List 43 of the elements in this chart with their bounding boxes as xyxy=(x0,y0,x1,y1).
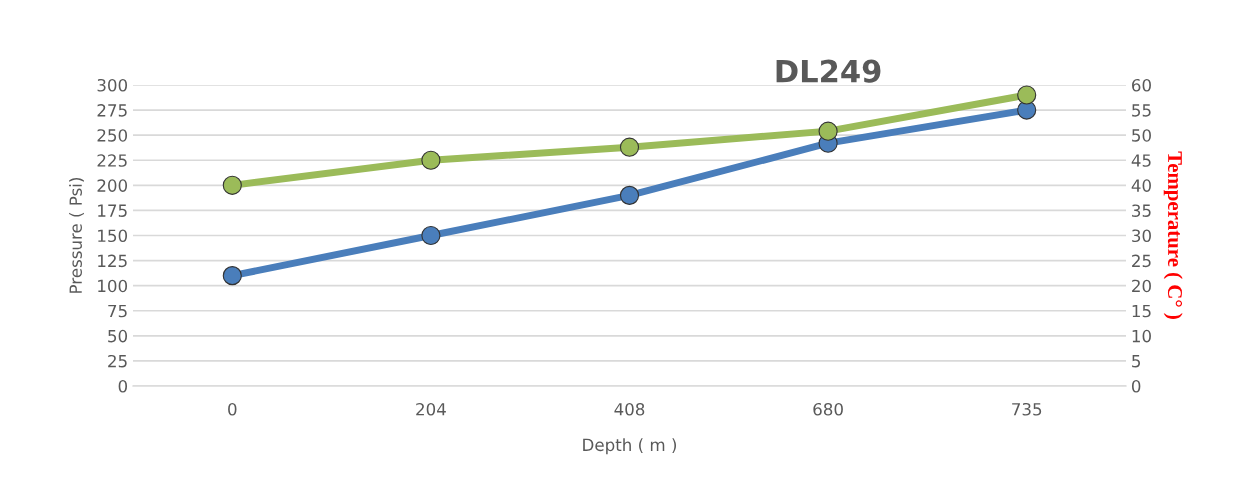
point xyxy=(222,266,242,286)
y2-axis-title: Temperature ( C° ) xyxy=(1163,151,1183,319)
point xyxy=(619,137,640,157)
y-tick-label: 150 xyxy=(98,229,128,243)
point xyxy=(222,175,242,195)
y2-tick-label: 50 xyxy=(1132,129,1151,142)
point xyxy=(818,121,838,141)
y2-tick-label: 40 xyxy=(1131,179,1151,192)
y-tick-label: 275 xyxy=(97,104,127,117)
y-axis-title: Pressure ( Psi) xyxy=(69,178,84,293)
x-tick-label: 680 xyxy=(813,402,843,416)
y-tick-label: 0 xyxy=(118,379,128,393)
y-tick-label: 225 xyxy=(97,154,127,167)
y2-tick-label: 5 xyxy=(1132,355,1141,368)
x-tick-label: 408 xyxy=(614,402,645,416)
x-tick-label: 0 xyxy=(228,402,237,416)
y2-tick-label: 60 xyxy=(1132,78,1151,92)
y2-tick-label: 15 xyxy=(1132,304,1151,318)
point xyxy=(421,150,441,170)
y-tick-label: 200 xyxy=(97,179,128,192)
y-tick-label: 75 xyxy=(108,304,127,318)
x-tick-label: 735 xyxy=(1012,402,1042,416)
point xyxy=(619,185,640,205)
y-tick-label: 100 xyxy=(98,279,128,293)
y-tick-label: 175 xyxy=(98,204,127,217)
y2-tick-label: 20 xyxy=(1132,279,1151,293)
point xyxy=(1017,85,1037,105)
y-tick-label: 125 xyxy=(98,254,127,268)
y2-tick-label: 10 xyxy=(1132,329,1151,343)
y-tick-label: 25 xyxy=(108,354,127,368)
y2-tick-label: 30 xyxy=(1132,229,1151,243)
y-tick-label: 50 xyxy=(108,329,128,343)
y2-tick-label: 0 xyxy=(1131,379,1141,393)
y2-tick-label: 45 xyxy=(1131,154,1151,167)
x-axis-title: Depth ( m ) xyxy=(583,438,677,455)
y-tick-label: 250 xyxy=(97,129,128,142)
chart-title: DL249 xyxy=(776,59,881,83)
y2-tick-label: 55 xyxy=(1132,104,1151,117)
x-tick-label: 204 xyxy=(416,402,446,416)
point xyxy=(421,225,441,246)
y2-tick-label: 25 xyxy=(1132,254,1151,268)
y-tick-label: 300 xyxy=(97,78,128,92)
y2-tick-label: 35 xyxy=(1132,204,1151,217)
